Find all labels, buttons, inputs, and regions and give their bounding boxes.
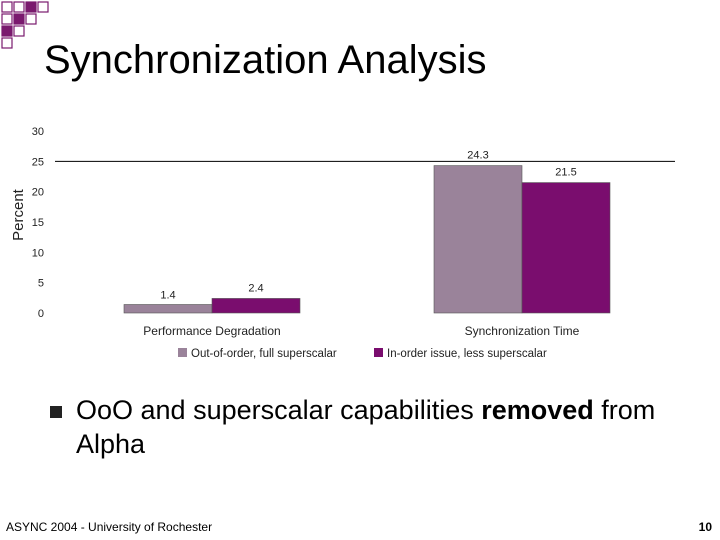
x-category-label: Synchronization Time xyxy=(465,324,580,338)
legend-swatch xyxy=(374,348,383,357)
y-tick-label: 5 xyxy=(38,278,44,290)
y-tick-label: 10 xyxy=(32,247,44,259)
data-label: 1.4 xyxy=(160,290,175,302)
square-bullet-icon xyxy=(50,406,62,418)
y-tick-label: 15 xyxy=(32,217,44,229)
data-label: 21.5 xyxy=(555,167,576,179)
bullet-text-part1: OoO and superscalar capabilities xyxy=(76,395,482,425)
y-tick-label: 20 xyxy=(32,187,44,199)
data-label: 2.4 xyxy=(248,282,263,294)
page-number: 10 xyxy=(698,520,712,534)
bar xyxy=(521,182,611,314)
bullet-text: OoO and superscalar capabilities removed… xyxy=(76,394,690,462)
bullet-point: OoO and superscalar capabilities removed… xyxy=(50,394,690,462)
legend-label: In-order issue, less superscalar xyxy=(387,348,547,360)
bullet-text-part3: from Alpha xyxy=(76,395,656,459)
data-label: 24.3 xyxy=(467,150,488,162)
bullet-text-emphasis: removed xyxy=(481,395,594,425)
y-tick-label: 30 xyxy=(32,126,44,138)
bar-chart: 0 5 10 15 20 25 30 Percent 1.4 2.4 Performance Deg… xyxy=(10,126,675,360)
bar xyxy=(211,298,301,314)
footer-text: ASYNC 2004 - University of Rochester xyxy=(6,520,213,534)
bar xyxy=(433,165,523,314)
x-category-label: Performance Degradation xyxy=(143,324,280,338)
bar xyxy=(123,304,213,314)
y-tick-label: 25 xyxy=(32,156,44,168)
corner-decoration xyxy=(1,1,49,49)
page-title: Synchronization Analysis xyxy=(44,38,487,82)
y-tick-label: 0 xyxy=(38,308,44,320)
legend-label: Out-of-order, full superscalar xyxy=(191,348,337,360)
y-axis-label: Percent xyxy=(10,188,27,241)
legend-swatch xyxy=(178,348,187,357)
